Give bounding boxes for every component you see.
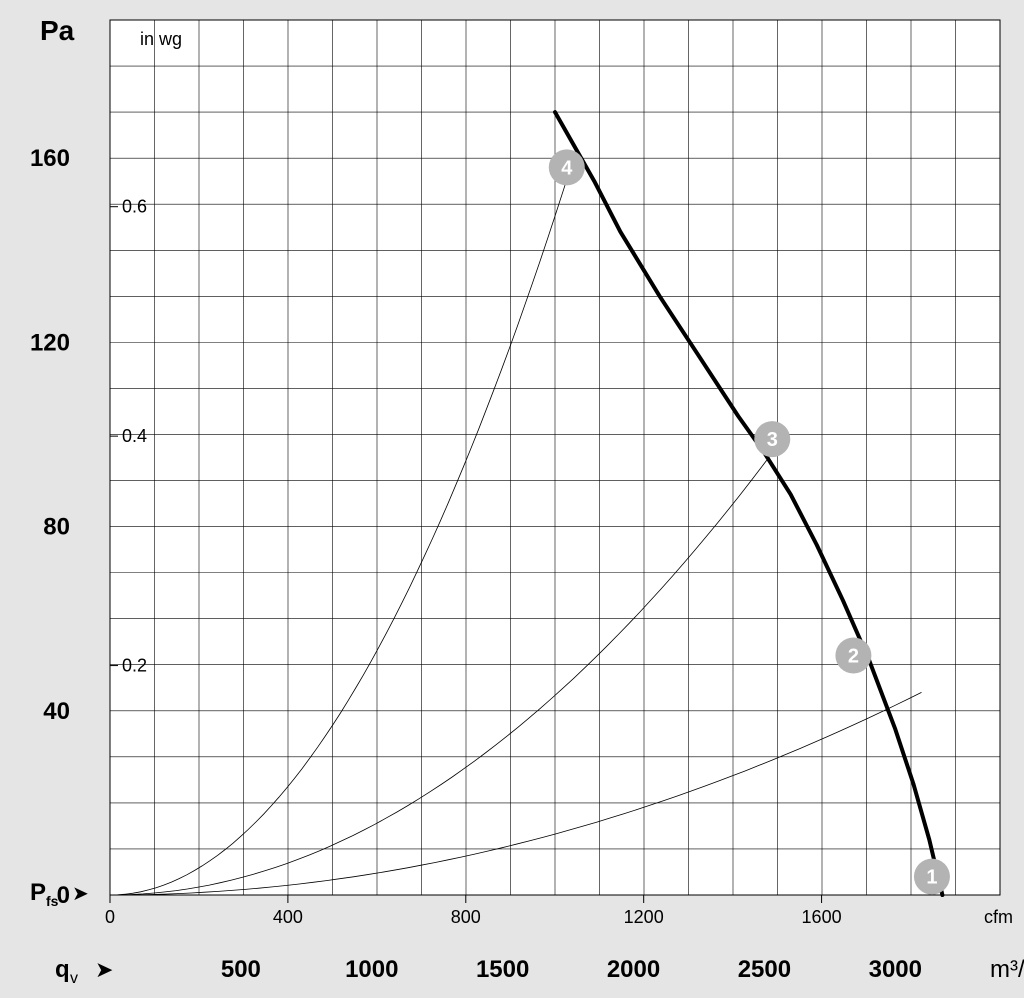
svg-text:Pa: Pa bbox=[40, 15, 75, 46]
svg-text:3: 3 bbox=[767, 429, 778, 451]
svg-text:P: P bbox=[30, 879, 46, 906]
svg-text:400: 400 bbox=[273, 907, 303, 927]
svg-text:2: 2 bbox=[848, 646, 859, 668]
chart-svg: 04080120160Pain wg0.20.40.65001000150020… bbox=[0, 0, 1024, 998]
svg-text:0.4: 0.4 bbox=[122, 426, 147, 446]
svg-text:1: 1 bbox=[926, 867, 937, 889]
svg-text:➤: ➤ bbox=[95, 957, 113, 982]
svg-text:fs: fs bbox=[46, 893, 59, 909]
svg-text:40: 40 bbox=[43, 698, 70, 725]
svg-text:0.6: 0.6 bbox=[122, 197, 147, 217]
svg-text:cfm: cfm bbox=[984, 907, 1013, 927]
svg-text:1600: 1600 bbox=[802, 907, 842, 927]
svg-text:in wg: in wg bbox=[140, 29, 182, 49]
svg-text:➤: ➤ bbox=[72, 883, 89, 905]
svg-text:1500: 1500 bbox=[476, 956, 529, 983]
svg-text:1000: 1000 bbox=[345, 956, 398, 983]
svg-text:800: 800 bbox=[451, 907, 481, 927]
svg-text:2000: 2000 bbox=[607, 956, 660, 983]
svg-text:1200: 1200 bbox=[624, 907, 664, 927]
svg-text:0: 0 bbox=[105, 907, 115, 927]
svg-text:m³/h: m³/h bbox=[990, 956, 1024, 983]
svg-text:500: 500 bbox=[221, 956, 261, 983]
svg-text:v: v bbox=[70, 970, 78, 987]
svg-text:2500: 2500 bbox=[738, 956, 791, 983]
svg-text:0.2: 0.2 bbox=[122, 656, 147, 676]
svg-text:3000: 3000 bbox=[869, 956, 922, 983]
fan-performance-chart: 04080120160Pain wg0.20.40.65001000150020… bbox=[0, 0, 1024, 998]
svg-text:4: 4 bbox=[561, 157, 573, 179]
svg-text:160: 160 bbox=[30, 145, 70, 172]
svg-text:q: q bbox=[55, 956, 70, 983]
svg-text:0: 0 bbox=[57, 882, 70, 909]
svg-text:120: 120 bbox=[30, 329, 70, 356]
svg-text:80: 80 bbox=[43, 514, 70, 541]
